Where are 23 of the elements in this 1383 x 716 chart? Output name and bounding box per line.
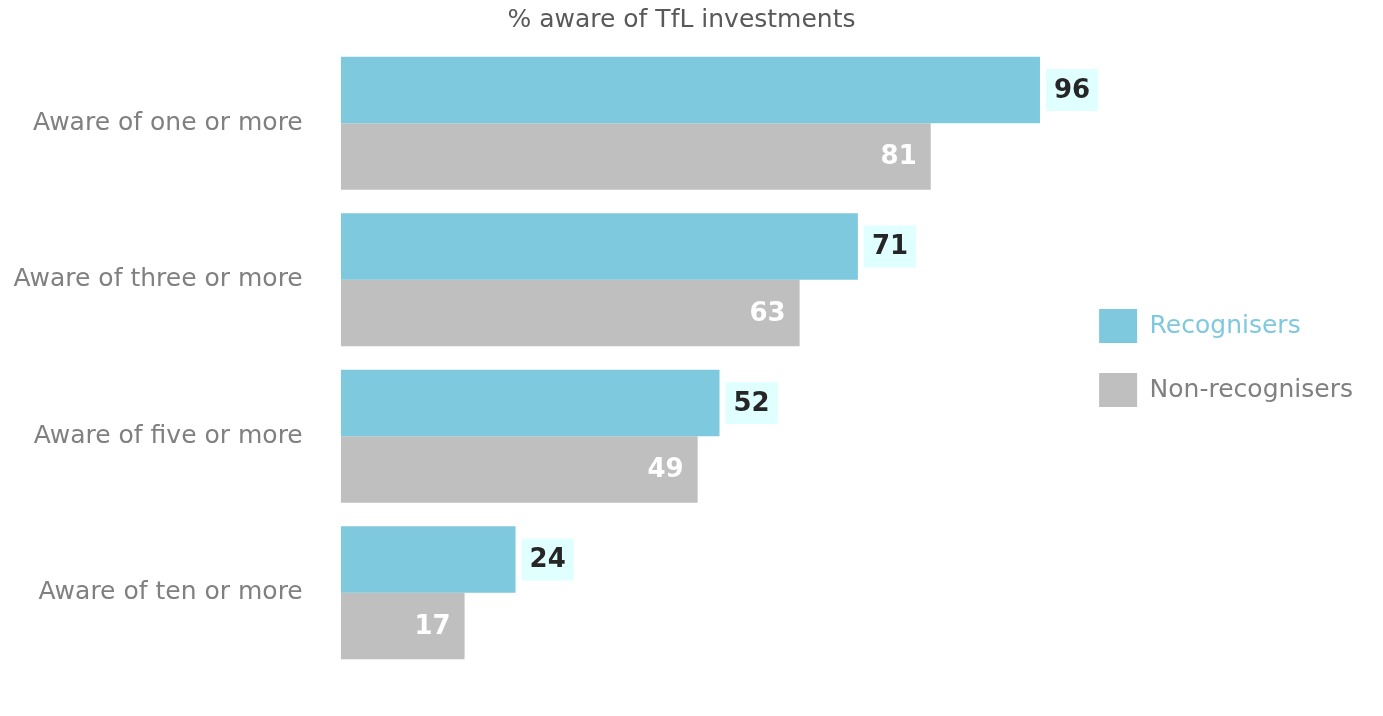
data-label: 52 bbox=[733, 386, 770, 417]
data-label: 49 bbox=[647, 453, 684, 484]
data-label: 81 bbox=[880, 140, 917, 171]
bar bbox=[340, 123, 931, 190]
bar bbox=[340, 526, 516, 593]
data-label: 71 bbox=[871, 230, 909, 261]
bar bbox=[340, 369, 720, 437]
bar bbox=[340, 592, 465, 660]
data-label: 24 bbox=[529, 543, 566, 574]
data-label: 63 bbox=[749, 296, 786, 327]
legend-label: Recognisers bbox=[1149, 309, 1301, 339]
bar bbox=[340, 279, 800, 347]
y-tick-label: Aware of five or more bbox=[33, 419, 303, 449]
legend-label: Non-recognisers bbox=[1149, 373, 1354, 403]
bar bbox=[340, 213, 858, 280]
data-label: 17 bbox=[414, 609, 451, 640]
y-tick-label: Aware of one or more bbox=[33, 106, 303, 136]
chart-title: % aware of TfL investments bbox=[507, 3, 856, 33]
data-label: 96 bbox=[1053, 73, 1091, 104]
y-tick-label: Aware of ten or more bbox=[38, 576, 303, 606]
bar bbox=[340, 436, 698, 503]
y-tick-label: Aware of three or more bbox=[13, 263, 303, 293]
bar bbox=[340, 56, 1040, 124]
